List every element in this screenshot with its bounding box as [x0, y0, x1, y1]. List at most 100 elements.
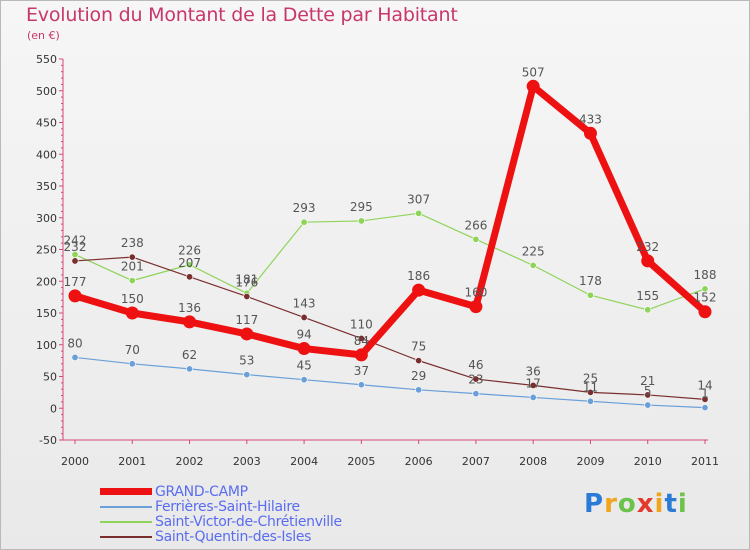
data-point-grand-camp — [583, 126, 597, 140]
data-label-saint-quentin-des-isles: 75 — [411, 340, 426, 354]
logo-letter: P — [584, 489, 605, 519]
data-point-ferrieres-saint-hilaire — [472, 390, 480, 398]
data-point-saint-victor-de-chretienville — [472, 235, 480, 243]
data-point-ferrieres-saint-hilaire — [243, 371, 251, 379]
data-label-grand-camp: 507 — [522, 65, 545, 79]
data-label-ferrieres-saint-hilaire: 62 — [182, 348, 197, 362]
data-label-saint-quentin-des-isles: 238 — [121, 236, 144, 250]
logo-letter: r — [604, 489, 618, 519]
data-label-saint-victor-de-chretienville: 155 — [636, 289, 659, 303]
data-point-ferrieres-saint-hilaire — [71, 353, 79, 361]
x-tick-label: 2010 — [634, 455, 662, 468]
data-point-ferrieres-saint-hilaire — [701, 404, 709, 412]
data-label-grand-camp: 117 — [235, 313, 258, 327]
data-point-saint-victor-de-chretienville — [186, 261, 194, 269]
x-tick-label: 2002 — [176, 455, 204, 468]
y-tick-label: 550 — [36, 53, 57, 66]
legend-label: GRAND-CAMP — [155, 483, 248, 500]
y-tick-label: 250 — [36, 244, 57, 257]
data-label-saint-victor-de-chretienville: 266 — [464, 218, 487, 232]
data-label-ferrieres-saint-hilaire: 80 — [67, 336, 82, 350]
x-tick-label: 2007 — [462, 455, 490, 468]
data-label-ferrieres-saint-hilaire: 1 — [701, 387, 709, 401]
chart-legend: GRAND-CAMP Ferrières-Saint-Hilaire Saint-V… — [100, 483, 342, 545]
chart-subtitle: (en €) — [27, 29, 60, 42]
legend-swatch — [100, 520, 152, 523]
data-label-ferrieres-saint-hilaire: 37 — [354, 364, 369, 378]
data-point-saint-victor-de-chretienville — [128, 277, 136, 285]
data-point-grand-camp — [240, 327, 254, 341]
data-point-grand-camp — [469, 300, 483, 314]
data-label-ferrieres-saint-hilaire: 11 — [583, 380, 598, 394]
data-label-grand-camp: 160 — [464, 286, 487, 300]
y-tick-label: 300 — [36, 212, 57, 225]
data-point-saint-victor-de-chretienville — [529, 261, 537, 269]
legend-swatch — [100, 505, 152, 508]
x-tick-label: 2009 — [576, 455, 604, 468]
data-point-grand-camp — [183, 315, 197, 329]
data-label-grand-camp: 84 — [354, 334, 369, 348]
data-label-grand-camp: 152 — [694, 291, 717, 305]
x-tick-label: 2001 — [118, 455, 146, 468]
data-label-saint-quentin-des-isles: 207 — [178, 256, 201, 270]
y-tick-label: 100 — [36, 339, 57, 352]
data-point-grand-camp — [354, 348, 368, 362]
x-tick-label: 2000 — [61, 455, 89, 468]
data-point-saint-quentin-des-isles — [644, 391, 652, 399]
data-label-ferrieres-saint-hilaire: 70 — [125, 343, 140, 357]
data-label-grand-camp: 136 — [178, 301, 201, 315]
legend-swatch — [100, 535, 152, 538]
legend-item-saint-quentin-des-isles: Saint-Quentin-des-Isles — [100, 528, 342, 545]
x-tick-label: 2003 — [233, 455, 261, 468]
data-label-grand-camp: 150 — [121, 292, 144, 306]
data-label-saint-victor-de-chretienville: 295 — [350, 200, 373, 214]
data-label-saint-victor-de-chretienville: 226 — [178, 244, 201, 258]
data-label-saint-quentin-des-isles: 36 — [526, 364, 541, 378]
data-point-ferrieres-saint-hilaire — [300, 376, 308, 384]
data-label-saint-victor-de-chretienville: 242 — [64, 234, 87, 248]
y-tick-label: -50 — [39, 434, 57, 447]
data-point-grand-camp — [412, 283, 426, 297]
data-label-saint-victor-de-chretienville: 188 — [694, 268, 717, 282]
data-label-ferrieres-saint-hilaire: 29 — [411, 369, 426, 383]
data-label-saint-victor-de-chretienville: 201 — [121, 260, 144, 274]
legend-label: Saint-Quentin-des-Isles — [155, 528, 312, 545]
data-point-saint-quentin-des-isles — [529, 381, 537, 389]
data-label-ferrieres-saint-hilaire: 23 — [468, 373, 483, 387]
data-label-saint-quentin-des-isles: 21 — [640, 374, 655, 388]
data-label-saint-victor-de-chretienville: 181 — [235, 272, 258, 286]
x-tick-label: 2005 — [347, 455, 375, 468]
data-label-saint-victor-de-chretienville: 293 — [293, 201, 316, 215]
logo-letter: x — [636, 489, 655, 519]
data-point-grand-camp — [526, 79, 540, 93]
data-point-grand-camp — [68, 289, 82, 303]
data-point-ferrieres-saint-hilaire — [357, 381, 365, 389]
x-tick-label: 2011 — [691, 455, 719, 468]
data-point-saint-victor-de-chretienville — [357, 217, 365, 225]
y-tick-label: 450 — [36, 117, 57, 130]
data-point-grand-camp — [297, 342, 311, 356]
data-point-saint-quentin-des-isles — [701, 395, 709, 403]
data-point-ferrieres-saint-hilaire — [415, 386, 423, 394]
y-tick-label: 200 — [36, 275, 57, 288]
data-point-ferrieres-saint-hilaire — [186, 365, 194, 373]
proxiti-logo: Proxiti — [584, 489, 688, 519]
data-point-saint-quentin-des-isles — [586, 388, 594, 396]
data-point-saint-victor-de-chretienville — [300, 218, 308, 226]
data-point-saint-quentin-des-isles — [186, 273, 194, 281]
data-label-grand-camp: 433 — [579, 112, 602, 126]
legend-label: Saint-Victor-de-Chrétienville — [155, 513, 342, 530]
data-point-saint-quentin-des-isles — [71, 257, 79, 265]
data-label-ferrieres-saint-hilaire: 17 — [526, 376, 541, 390]
data-label-saint-victor-de-chretienville: 225 — [522, 244, 545, 258]
data-point-grand-camp — [125, 306, 139, 320]
data-label-saint-victor-de-chretienville: 307 — [407, 192, 430, 206]
x-tick-label: 2006 — [405, 455, 433, 468]
data-label-saint-quentin-des-isles: 110 — [350, 317, 373, 331]
series-line-grand-camp — [73, 82, 708, 359]
data-label-saint-quentin-des-isles: 232 — [64, 240, 87, 254]
data-label-saint-victor-de-chretienville: 178 — [579, 274, 602, 288]
y-tick-label: 0 — [50, 402, 57, 415]
